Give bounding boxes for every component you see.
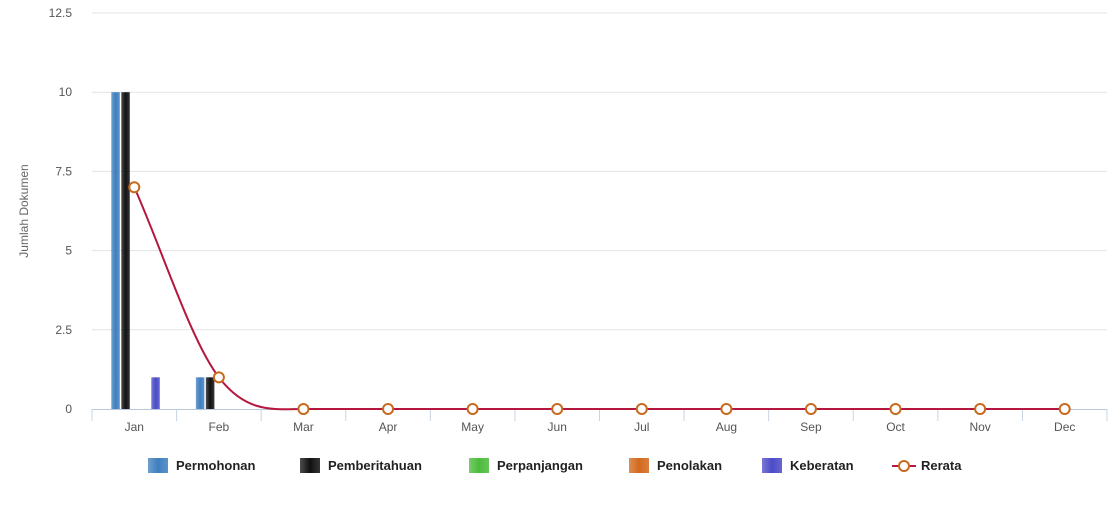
legend-item-keberatan[interactable]: Keberatan (762, 458, 854, 473)
x-tick-label: Jun (548, 420, 567, 434)
x-tick-label: May (461, 420, 484, 434)
rerata-marker (974, 403, 987, 415)
legend-item-perpanjangan[interactable]: Perpanjangan (469, 458, 583, 473)
rerata-marker (635, 403, 648, 415)
legend-item-permohonan[interactable]: Permohonan (148, 458, 256, 473)
y-axis-label: Jumlah Dokumen (17, 164, 31, 257)
rerata-marker (1058, 403, 1071, 415)
x-tick-label: Aug (716, 420, 737, 434)
x-tick-label: Feb (209, 420, 230, 434)
bar-keberatan (151, 377, 160, 409)
y-tick-label: 12.5 (49, 6, 73, 20)
rerata-marker (382, 403, 395, 415)
bar-permohonan (111, 92, 120, 409)
rerata-marker (466, 403, 479, 415)
legend-marker (898, 460, 910, 472)
legend-swatch (762, 458, 782, 473)
legend-swatch (148, 458, 168, 473)
legend-item-rerata[interactable]: Rerata (892, 458, 962, 473)
y-tick-label: 10 (59, 85, 73, 99)
legend-label: Penolakan (657, 458, 722, 473)
legend-label: Pemberitahuan (328, 458, 422, 473)
bar-pemberitahuan (121, 92, 130, 409)
rerata-marker (551, 403, 564, 415)
y-tick-label: 2.5 (55, 323, 72, 337)
y-tick-label: 0 (65, 402, 72, 416)
rerata-marker (128, 181, 141, 194)
rerata-marker (889, 403, 902, 415)
bar-permohonan (195, 377, 205, 409)
x-tick-label: Nov (969, 420, 990, 434)
x-tick-label: Sep (800, 420, 822, 434)
line-rerata (133, 186, 1065, 411)
legend-label: Permohonan (176, 458, 256, 473)
x-tick-label: Mar (293, 420, 314, 434)
x-tick-label: Dec (1054, 420, 1075, 434)
x-tick-label: Oct (886, 420, 905, 434)
legend-item-penolakan[interactable]: Penolakan (629, 458, 722, 473)
x-tick-label: Jul (634, 420, 649, 434)
legend-label: Perpanjangan (497, 458, 583, 473)
legend-label: Rerata (921, 458, 962, 473)
x-tick-label: Jan (125, 420, 144, 434)
rerata-marker (804, 403, 817, 415)
y-tick-label: 7.5 (55, 164, 72, 178)
rerata-marker (720, 403, 733, 415)
legend-swatch (629, 458, 649, 473)
legend-label: Keberatan (790, 458, 854, 473)
legend-swatch (469, 458, 489, 473)
legend-item-pemberitahuan[interactable]: Pemberitahuan (300, 458, 422, 473)
legend-swatch (300, 458, 320, 473)
y-tick-label: 5 (65, 244, 72, 258)
rerata-marker (212, 371, 225, 384)
rerata-marker (297, 403, 310, 415)
x-tick-label: Apr (379, 420, 398, 434)
bar-pemberitahuan (205, 377, 215, 409)
